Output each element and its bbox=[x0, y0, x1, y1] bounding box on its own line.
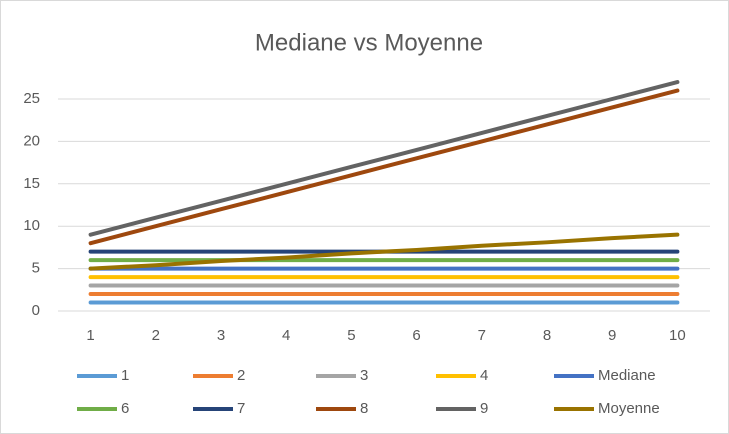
legend-label: 7 bbox=[237, 400, 245, 417]
y-tick-label: 10 bbox=[23, 217, 40, 234]
x-tick-label: 5 bbox=[347, 327, 355, 344]
y-tick-label: 0 bbox=[32, 302, 40, 319]
x-tick-label: 10 bbox=[669, 327, 686, 344]
legend-label: 2 bbox=[237, 367, 245, 384]
x-tick-label: 9 bbox=[608, 327, 616, 344]
legend-label: 1 bbox=[121, 367, 129, 384]
legend-label: Moyenne bbox=[598, 400, 660, 417]
legend-label: 6 bbox=[121, 400, 129, 417]
x-tick-label: 1 bbox=[86, 327, 94, 344]
legend-label: 8 bbox=[360, 400, 368, 417]
legend-label: Mediane bbox=[598, 367, 656, 384]
x-tick-label: 8 bbox=[543, 327, 551, 344]
x-tick-label: 6 bbox=[412, 327, 420, 344]
x-tick-label: 7 bbox=[478, 327, 486, 344]
series-line bbox=[88, 232, 680, 271]
x-tick-label: 3 bbox=[217, 327, 225, 344]
legend-label: 9 bbox=[480, 400, 488, 417]
y-tick-label: 25 bbox=[23, 90, 40, 107]
chart-title: Mediane vs Moyenne bbox=[255, 29, 483, 56]
y-tick-label: 5 bbox=[32, 260, 40, 277]
series-line bbox=[88, 80, 680, 237]
x-tick-label: 4 bbox=[282, 327, 290, 344]
series-line bbox=[88, 88, 680, 246]
x-tick-label: 2 bbox=[152, 327, 160, 344]
legend-label: 4 bbox=[480, 367, 488, 384]
y-tick-label: 15 bbox=[23, 175, 40, 192]
legend-label: 3 bbox=[360, 367, 368, 384]
y-tick-label: 20 bbox=[23, 132, 40, 149]
